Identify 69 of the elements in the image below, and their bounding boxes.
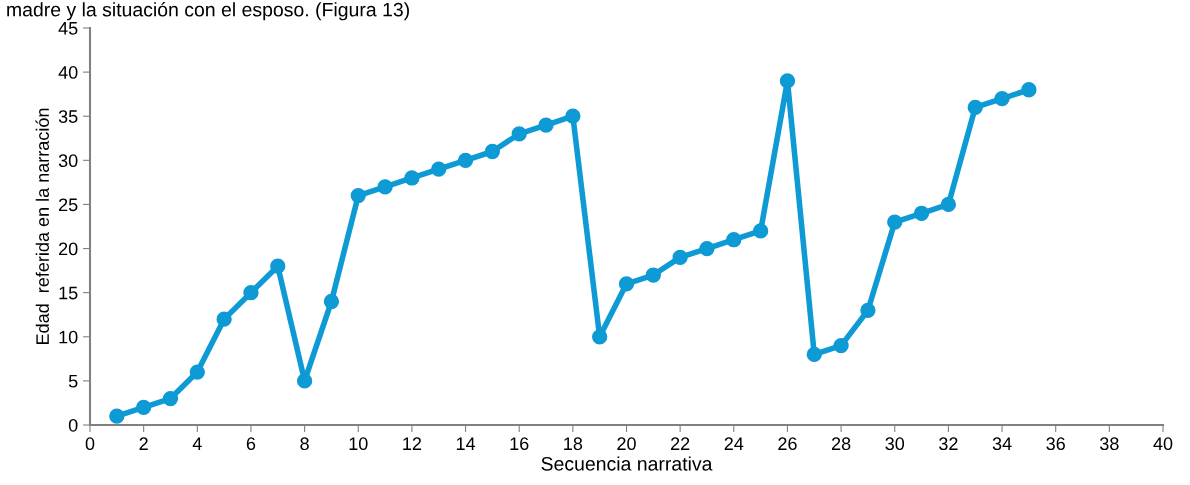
point bbox=[779, 73, 796, 89]
point bbox=[699, 240, 715, 257]
point bbox=[618, 276, 635, 292]
point bbox=[511, 126, 527, 142]
point bbox=[967, 99, 983, 116]
x-tick-label: 2 bbox=[139, 437, 148, 450]
point bbox=[1021, 82, 1037, 98]
y-tick-label: 30 bbox=[58, 154, 78, 168]
point bbox=[994, 90, 1010, 107]
y-tick-label: 10 bbox=[59, 330, 78, 344]
x-tick-label: 14 bbox=[456, 437, 476, 450]
point bbox=[136, 399, 152, 415]
y-tick-label: 25 bbox=[59, 198, 78, 212]
x-tick-label: 10 bbox=[349, 437, 368, 451]
y-tick-label: 20 bbox=[59, 242, 78, 256]
y-tick-label: 35 bbox=[58, 110, 78, 123]
x-tick-label: 40 bbox=[1153, 437, 1173, 451]
x-axis-title: Secuencia narrativa bbox=[541, 456, 713, 471]
x-tick-label: 4 bbox=[192, 437, 202, 450]
point bbox=[431, 161, 447, 177]
point bbox=[270, 258, 286, 274]
x-tick-label: 32 bbox=[939, 437, 958, 451]
point bbox=[752, 223, 769, 239]
x-tick-label: 36 bbox=[1046, 437, 1065, 451]
x-tick-label: 38 bbox=[1100, 437, 1119, 451]
x-tick-label: 28 bbox=[831, 437, 851, 451]
point bbox=[672, 249, 688, 266]
y-tick-label: 45 bbox=[58, 22, 78, 35]
point bbox=[109, 408, 125, 424]
x-tick-label: 24 bbox=[724, 437, 744, 450]
point bbox=[538, 117, 554, 133]
point bbox=[216, 311, 232, 327]
point bbox=[860, 302, 876, 318]
point bbox=[833, 337, 849, 354]
point bbox=[645, 267, 661, 283]
x-tick-label: 26 bbox=[778, 437, 797, 451]
point bbox=[726, 232, 742, 248]
point bbox=[592, 329, 608, 345]
point bbox=[913, 205, 930, 221]
y-tick-label: 0 bbox=[68, 418, 78, 432]
point bbox=[940, 196, 957, 213]
point bbox=[350, 187, 366, 204]
x-tick-label: 0 bbox=[85, 437, 95, 451]
x-tick-label: 34 bbox=[992, 437, 1012, 451]
point bbox=[243, 285, 259, 301]
x-tick-label: 16 bbox=[510, 437, 529, 451]
x-tick-label: 12 bbox=[403, 437, 422, 450]
y-tick-label: 5 bbox=[68, 375, 78, 388]
point bbox=[484, 143, 501, 160]
point bbox=[162, 390, 179, 407]
point bbox=[377, 179, 393, 195]
y-axis-title: Edad referida en la narración bbox=[35, 108, 49, 344]
x-tick-label: 30 bbox=[885, 437, 905, 451]
point bbox=[189, 364, 205, 380]
point bbox=[565, 108, 581, 124]
y-tick-label: 15 bbox=[59, 286, 78, 300]
x-tick-label: 20 bbox=[617, 437, 636, 451]
x-tick-label: 18 bbox=[564, 437, 583, 451]
y-tick-label: 40 bbox=[58, 66, 78, 79]
point bbox=[296, 373, 313, 389]
x-tick-label: 22 bbox=[671, 437, 690, 450]
point bbox=[404, 170, 420, 186]
x-tick-label: 8 bbox=[300, 437, 309, 451]
text: madre y la situación con el esposo. (Figura 13) bbox=[7, 2, 409, 21]
point bbox=[457, 152, 474, 168]
x-tick-label: 6 bbox=[246, 437, 256, 451]
point bbox=[323, 293, 340, 310]
point bbox=[887, 214, 903, 230]
point bbox=[806, 346, 822, 363]
